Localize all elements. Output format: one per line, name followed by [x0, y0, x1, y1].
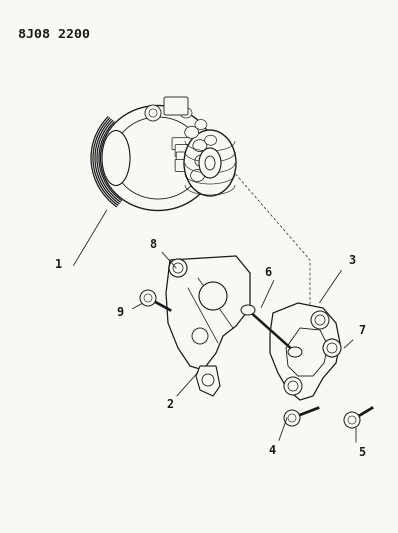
- Ellipse shape: [241, 305, 255, 315]
- Polygon shape: [270, 303, 340, 400]
- Circle shape: [348, 416, 356, 424]
- Ellipse shape: [102, 131, 130, 185]
- Ellipse shape: [205, 156, 215, 170]
- Text: 6: 6: [264, 265, 271, 279]
- Ellipse shape: [193, 140, 207, 152]
- Circle shape: [327, 343, 337, 353]
- FancyBboxPatch shape: [172, 138, 196, 150]
- Ellipse shape: [205, 135, 217, 145]
- Text: 9: 9: [117, 305, 123, 319]
- Circle shape: [140, 290, 156, 306]
- Circle shape: [344, 412, 360, 428]
- Text: 2: 2: [166, 399, 174, 411]
- Ellipse shape: [195, 119, 207, 130]
- Ellipse shape: [195, 155, 209, 167]
- Circle shape: [173, 263, 183, 273]
- Circle shape: [284, 410, 300, 426]
- Ellipse shape: [199, 148, 221, 178]
- Polygon shape: [166, 256, 250, 370]
- FancyBboxPatch shape: [175, 159, 199, 172]
- Ellipse shape: [101, 106, 215, 211]
- Circle shape: [311, 311, 329, 329]
- Circle shape: [145, 105, 161, 121]
- Circle shape: [288, 414, 296, 422]
- Ellipse shape: [208, 153, 220, 163]
- Circle shape: [315, 315, 325, 325]
- Text: 4: 4: [268, 443, 275, 456]
- Circle shape: [202, 374, 214, 386]
- Ellipse shape: [113, 117, 203, 199]
- FancyBboxPatch shape: [164, 97, 188, 115]
- Ellipse shape: [185, 126, 199, 138]
- Ellipse shape: [180, 108, 192, 118]
- FancyBboxPatch shape: [176, 152, 200, 164]
- Polygon shape: [286, 328, 328, 376]
- Text: 7: 7: [359, 324, 365, 336]
- Circle shape: [192, 328, 208, 344]
- Circle shape: [199, 282, 227, 310]
- Text: 8J08 2200: 8J08 2200: [18, 28, 90, 41]
- Text: 8: 8: [149, 238, 156, 252]
- Ellipse shape: [184, 130, 236, 196]
- Ellipse shape: [288, 347, 302, 357]
- Circle shape: [149, 109, 157, 117]
- Text: 3: 3: [348, 254, 355, 266]
- Circle shape: [323, 339, 341, 357]
- Circle shape: [288, 381, 298, 391]
- Polygon shape: [196, 366, 220, 396]
- FancyBboxPatch shape: [175, 144, 199, 157]
- Ellipse shape: [191, 169, 205, 182]
- Circle shape: [144, 294, 152, 302]
- Circle shape: [284, 377, 302, 395]
- Circle shape: [169, 259, 187, 277]
- Text: 1: 1: [55, 259, 62, 271]
- Text: 5: 5: [359, 446, 365, 458]
